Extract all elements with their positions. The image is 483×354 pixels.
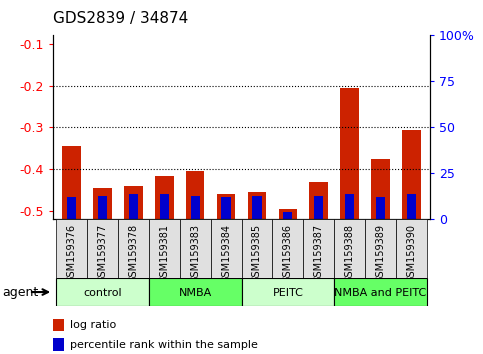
Bar [53,319,64,331]
Bar [186,171,204,219]
Text: GDS2839 / 34874: GDS2839 / 34874 [53,11,188,26]
Bar [402,130,421,219]
Bar [365,219,396,278]
Bar [93,188,112,219]
Bar [314,195,323,219]
Text: control: control [83,289,122,298]
Bar [98,195,107,219]
Bar [334,278,427,306]
Text: NMBA and PEITC: NMBA and PEITC [334,289,426,298]
Bar [149,219,180,278]
Bar [221,198,231,219]
Bar [279,209,297,219]
Bar [87,219,118,278]
Text: GSM159376: GSM159376 [67,224,77,283]
Text: GSM159383: GSM159383 [190,224,200,283]
Bar [155,176,173,219]
Bar [56,219,87,278]
Bar [211,219,242,278]
Bar [56,278,149,306]
Bar [62,146,81,219]
Text: GSM159390: GSM159390 [406,224,416,283]
Bar [67,198,76,219]
Bar [242,219,272,278]
Bar [248,192,266,219]
Text: percentile rank within the sample: percentile rank within the sample [70,339,258,350]
Bar [180,219,211,278]
Bar [242,278,334,306]
Bar [160,194,169,219]
Text: GSM159387: GSM159387 [313,224,324,283]
Bar [303,219,334,278]
Text: GSM159389: GSM159389 [375,224,385,283]
Text: GSM159384: GSM159384 [221,224,231,283]
Text: GSM159385: GSM159385 [252,224,262,283]
Bar [310,182,328,219]
Text: log ratio: log ratio [70,320,116,330]
Bar [252,195,262,219]
Text: GSM159378: GSM159378 [128,224,139,283]
Bar [191,195,200,219]
Bar [396,219,427,278]
Bar [118,219,149,278]
Bar [283,212,292,219]
Bar [124,186,142,219]
Bar [334,219,365,278]
Text: GSM159377: GSM159377 [98,224,108,284]
Text: NMBA: NMBA [179,289,212,298]
Bar [341,88,359,219]
Bar [53,338,64,351]
Text: PEITC: PEITC [272,289,303,298]
Text: GSM159381: GSM159381 [159,224,170,283]
Bar [376,198,385,219]
Bar [272,219,303,278]
Bar [407,194,416,219]
Bar [371,159,390,219]
Bar [149,278,242,306]
Bar [217,194,235,219]
Text: agent: agent [2,286,39,298]
Text: GSM159388: GSM159388 [344,224,355,283]
Text: GSM159386: GSM159386 [283,224,293,283]
Bar [129,194,138,219]
Bar [345,194,354,219]
